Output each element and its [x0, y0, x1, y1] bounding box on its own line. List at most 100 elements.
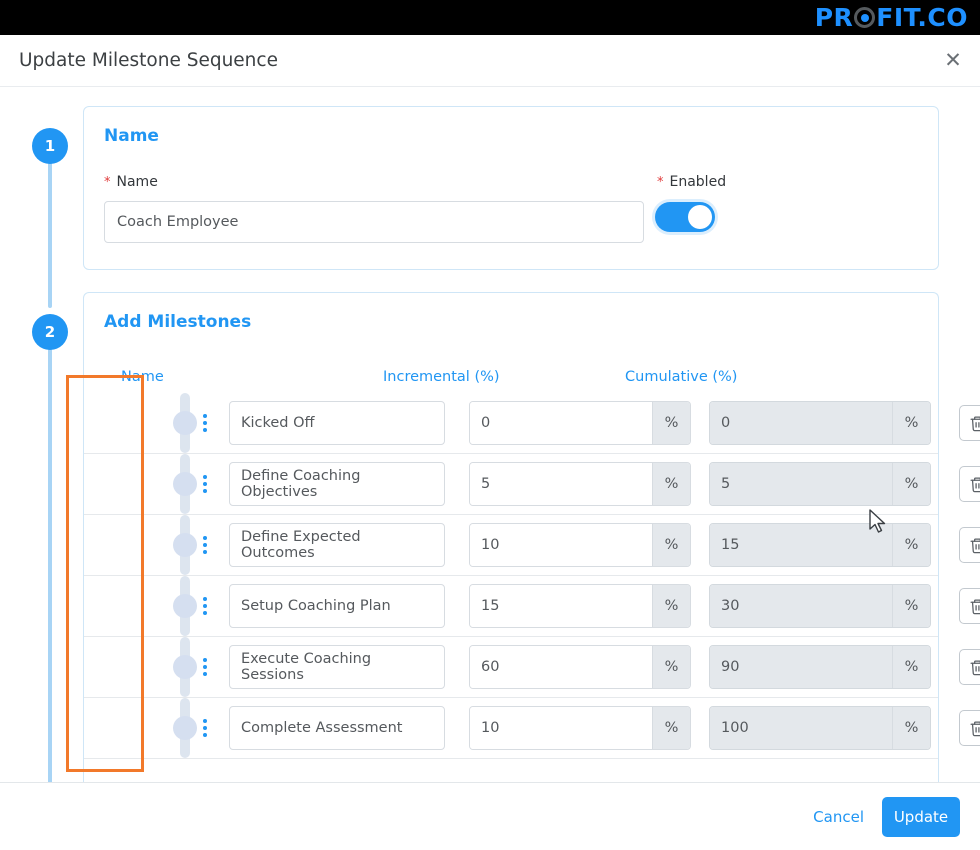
milestone-name-input[interactable]: Complete Assessment [229, 706, 445, 750]
table-row: Define Coaching Objectives 5% 5% [84, 454, 980, 515]
top-brand-bar: PR FIT.CO [0, 0, 980, 35]
drag-node-icon[interactable] [173, 533, 197, 557]
drag-node-icon[interactable] [173, 594, 197, 618]
step-connector-line-1 [48, 142, 52, 308]
milestone-name-input[interactable]: Execute Coaching Sessions [229, 645, 445, 689]
cancel-button[interactable]: Cancel [813, 807, 864, 826]
trash-icon [969, 415, 980, 431]
drag-node-icon[interactable] [173, 411, 197, 435]
cumulative-percent-field: 0% [709, 401, 931, 445]
incremental-value[interactable]: 15 [470, 585, 652, 627]
percent-suffix: % [652, 585, 690, 627]
cumulative-percent-field: 30% [709, 584, 931, 628]
update-button[interactable]: Update [882, 796, 960, 837]
incremental-value[interactable]: 10 [470, 707, 652, 749]
milestone-name-input[interactable]: Define Coaching Objectives [229, 462, 445, 506]
step-indicator-1: 1 [32, 128, 68, 164]
percent-suffix: % [892, 402, 930, 444]
cumulative-value: 30 [710, 585, 892, 627]
milestones-section-card: Add Milestones Name Incremental (%) Cumu… [83, 292, 980, 782]
delete-milestone-button[interactable] [959, 649, 980, 685]
logo-o-ring-icon [854, 7, 876, 28]
name-input[interactable] [104, 201, 644, 243]
delete-milestone-button[interactable] [959, 527, 980, 563]
trash-icon [969, 659, 980, 675]
drag-node-icon[interactable] [173, 716, 197, 740]
dialog-content: 1 2 Name * Name * Enabled Add Milestones [0, 88, 980, 782]
drag-node-icon[interactable] [173, 655, 197, 679]
name-label-text: Name [116, 174, 158, 190]
drag-handle-icon[interactable] [203, 475, 207, 493]
column-header-cumulative: Cumulative (%) [625, 369, 738, 385]
drag-handle-icon[interactable] [203, 719, 207, 737]
table-row: Define Expected Outcomes 10% 15% [84, 515, 980, 576]
table-row: Setup Coaching Plan 15% 30% [84, 576, 980, 637]
required-asterisk: * [657, 175, 664, 190]
percent-suffix: % [892, 646, 930, 688]
drag-handle-icon[interactable] [203, 597, 207, 615]
drag-handle-icon[interactable] [203, 658, 207, 676]
incremental-value[interactable]: 0 [470, 402, 652, 444]
dialog-footer: Cancel Update [0, 782, 980, 850]
incremental-percent-field[interactable]: 0% [469, 401, 691, 445]
cumulative-value: 90 [710, 646, 892, 688]
milestone-name-input[interactable]: Setup Coaching Plan [229, 584, 445, 628]
drag-handle-icon[interactable] [203, 536, 207, 554]
cumulative-percent-field: 5% [709, 462, 931, 506]
table-row: Complete Assessment 10% 100% [84, 698, 980, 759]
name-section-card: Name * Name * Enabled [83, 106, 939, 270]
step-indicator-2: 2 [32, 314, 68, 350]
required-asterisk: * [104, 175, 111, 190]
cumulative-percent-field: 90% [709, 645, 931, 689]
percent-suffix: % [652, 646, 690, 688]
percent-suffix: % [652, 707, 690, 749]
toggle-knob [688, 205, 712, 229]
name-section-title: Name [104, 126, 159, 146]
page-title: Update Milestone Sequence [19, 50, 278, 71]
column-header-incremental: Incremental (%) [383, 369, 500, 385]
step-connector-line-2 [48, 346, 52, 782]
incremental-percent-field[interactable]: 60% [469, 645, 691, 689]
incremental-percent-field[interactable]: 15% [469, 584, 691, 628]
enabled-field-label: * Enabled [657, 174, 726, 190]
incremental-value[interactable]: 5 [470, 463, 652, 505]
cumulative-value: 5 [710, 463, 892, 505]
profit-co-logo: PR FIT.CO [815, 3, 968, 32]
milestones-section-title: Add Milestones [104, 312, 252, 332]
trash-icon [969, 537, 980, 553]
incremental-percent-field[interactable]: 10% [469, 706, 691, 750]
drag-handle-icon[interactable] [203, 414, 207, 432]
incremental-percent-field[interactable]: 10% [469, 523, 691, 567]
percent-suffix: % [652, 524, 690, 566]
delete-milestone-button[interactable] [959, 588, 980, 624]
cumulative-percent-field: 100% [709, 706, 931, 750]
delete-milestone-button[interactable] [959, 405, 980, 441]
milestone-name-input[interactable]: Define Expected Outcomes [229, 523, 445, 567]
cumulative-value: 100 [710, 707, 892, 749]
percent-suffix: % [652, 402, 690, 444]
table-row: Execute Coaching Sessions 60% 90% [84, 637, 980, 698]
cumulative-percent-field: 15% [709, 523, 931, 567]
percent-suffix: % [892, 463, 930, 505]
delete-milestone-button[interactable] [959, 710, 980, 746]
cumulative-value: 0 [710, 402, 892, 444]
milestone-name-input[interactable]: Kicked Off [229, 401, 445, 445]
delete-milestone-button[interactable] [959, 466, 980, 502]
cumulative-value: 15 [710, 524, 892, 566]
dialog-header: Update Milestone Sequence ✕ [0, 35, 980, 87]
percent-suffix: % [892, 524, 930, 566]
incremental-value[interactable]: 10 [470, 524, 652, 566]
percent-suffix: % [892, 585, 930, 627]
enabled-toggle[interactable] [655, 202, 715, 232]
incremental-value[interactable]: 60 [470, 646, 652, 688]
trash-icon [969, 720, 980, 736]
trash-icon [969, 476, 980, 492]
percent-suffix: % [892, 707, 930, 749]
step-rail: 1 2 [32, 98, 68, 782]
name-field-label: * Name [104, 174, 158, 190]
drag-node-icon[interactable] [173, 472, 197, 496]
close-icon[interactable]: ✕ [944, 48, 962, 72]
percent-suffix: % [652, 463, 690, 505]
incremental-percent-field[interactable]: 5% [469, 462, 691, 506]
